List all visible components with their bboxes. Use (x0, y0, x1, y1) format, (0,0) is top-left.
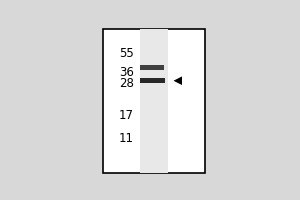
Text: 55: 55 (119, 47, 134, 60)
Polygon shape (173, 76, 182, 85)
Bar (103, 29, 205, 173)
Text: 17: 17 (119, 109, 134, 122)
Text: 11: 11 (119, 132, 134, 145)
Text: 28: 28 (119, 77, 134, 90)
Bar (140, 65, 164, 70)
Bar (140, 29, 168, 173)
Bar (140, 78, 165, 83)
Text: 36: 36 (119, 66, 134, 79)
